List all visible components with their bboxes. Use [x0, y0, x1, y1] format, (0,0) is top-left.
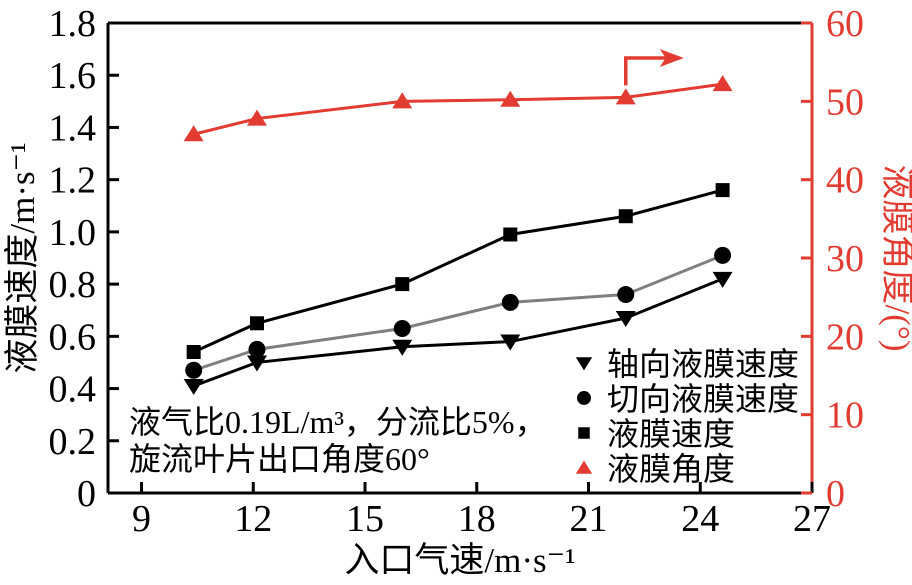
legend-item-axial-film-velocity: 轴向液膜速度	[575, 346, 799, 382]
y-right-tick-label: 0	[826, 473, 845, 515]
axial-film-velocity-marker	[392, 339, 413, 356]
legend-marker-triangle-down-icon	[575, 357, 593, 371]
axial-film-velocity-marker	[615, 311, 636, 328]
series-markers-film-velocity	[186, 183, 730, 359]
series-markers-tangential-film-velocity	[185, 246, 732, 379]
legend-marker-circle-icon	[577, 391, 591, 405]
tangential-film-velocity-marker	[393, 320, 411, 337]
legend-item-film-angle: 液膜角度	[575, 451, 735, 487]
tangential-film-velocity-marker	[714, 246, 732, 264]
x-tick-label: 9	[132, 498, 151, 540]
y-left-tick-label: 1.4	[49, 107, 97, 149]
y-left-axis-title: 液膜速度/m·s⁻¹	[3, 142, 42, 373]
arrow-shaft	[624, 56, 666, 86]
y-right-tick-label: 50	[826, 81, 864, 123]
film-angle-marker	[183, 125, 204, 142]
y-right-axis-title: 液膜角度/(°)	[878, 164, 912, 351]
axial-film-velocity-marker	[183, 378, 204, 395]
annotation-line2: 旋流叶片出口角度60°	[129, 441, 430, 477]
film-velocity-marker	[395, 277, 410, 292]
annotation-line1: 液气比0.19L/m³，分流比5%，	[129, 404, 547, 440]
y-right-tick-label: 10	[826, 395, 864, 437]
x-tick-label: 15	[346, 498, 384, 540]
series-markers-axial-film-velocity	[183, 271, 733, 395]
y-left-tick-label: 0.6	[49, 316, 97, 358]
x-tick-label: 18	[458, 498, 496, 540]
annotation: 液气比0.19L/m³，分流比5%，旋流叶片出口角度60°	[129, 404, 547, 477]
film-velocity-marker	[503, 227, 518, 242]
y-left-tick-label: 1.0	[49, 212, 97, 254]
series-markers-film-angle	[183, 75, 733, 142]
legend-label: 切向液膜速度	[607, 381, 799, 417]
y-left-tick-label: 1.2	[49, 160, 97, 202]
x-axis-title: 入口气速/m·s⁻¹	[344, 541, 575, 580]
x-tick-label: 12	[234, 498, 272, 540]
y-right-tick-label: 30	[826, 238, 864, 280]
series-line-film-angle	[193, 82, 723, 136]
x-tick-label: 24	[681, 498, 719, 540]
y-right-tick-label: 20	[826, 316, 864, 358]
tangential-film-velocity-marker	[248, 340, 266, 358]
legend-label: 轴向液膜速度	[607, 346, 799, 382]
arrow-head-icon	[659, 49, 684, 67]
y-left-tick-label: 0.4	[49, 369, 97, 411]
legend-marker-square-icon	[578, 427, 590, 439]
legend-label: 液膜角度	[607, 451, 735, 487]
legend-item-tangential-film-velocity: 切向液膜速度	[577, 381, 799, 417]
tangential-film-velocity-marker	[617, 286, 635, 304]
film-angle-marker	[615, 88, 636, 105]
x-tick-label: 27	[793, 498, 831, 540]
film-angle-marker	[392, 92, 413, 109]
series-line-axial-film-velocity	[193, 277, 724, 388]
film-angle-marker	[246, 109, 267, 126]
legend-item-film-velocity: 液膜速度	[578, 416, 735, 452]
y-right-tick-label: 60	[826, 3, 864, 45]
series-line-film-velocity	[193, 188, 723, 354]
y-left-tick-label: 0.2	[49, 421, 97, 463]
axial-film-velocity-marker	[500, 334, 521, 351]
right-axis-indicator-arrow	[624, 49, 684, 86]
legend-marker-triangle-up-icon	[575, 460, 593, 474]
film-angle-marker	[500, 90, 521, 107]
y-right-tick-label: 40	[826, 160, 864, 202]
film-velocity-marker	[186, 345, 201, 359]
tangential-film-velocity-marker	[501, 293, 519, 311]
y-left-tick-label: 1.6	[49, 55, 97, 97]
axial-film-velocity-marker	[246, 355, 267, 372]
legend-label: 液膜速度	[607, 416, 735, 452]
y-left-tick-label: 0.8	[49, 264, 97, 306]
film-velocity-marker	[249, 316, 264, 331]
y-left-tick-label: 0	[77, 473, 96, 515]
film-velocity-marker	[715, 183, 730, 198]
film-angle-marker	[712, 75, 733, 92]
film-velocity-marker	[618, 209, 633, 224]
y-left-tick-label: 1.8	[49, 3, 97, 45]
tangential-film-velocity-marker	[185, 361, 203, 379]
x-tick-label: 21	[570, 498, 608, 540]
axial-film-velocity-marker	[712, 271, 733, 288]
series-line-tangential-film-velocity	[193, 253, 724, 372]
